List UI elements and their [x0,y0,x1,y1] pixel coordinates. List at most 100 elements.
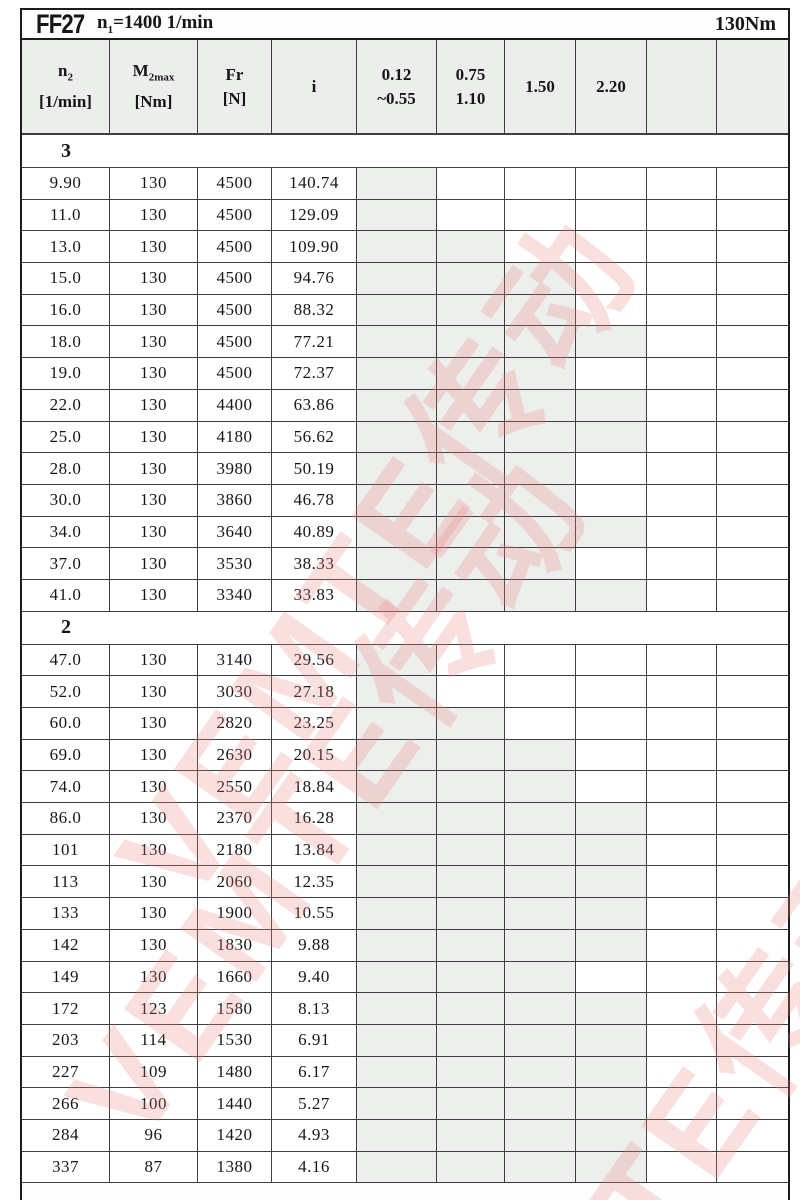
fr-value: 4500 [198,326,272,359]
power-availability-cell [647,676,717,708]
fr-value: 2180 [198,834,272,867]
power-availability-cell-shaded [505,579,576,612]
power-availability-cell-shaded [505,739,576,772]
n2-value: 18.0 [22,326,110,359]
n2-value: 52.0 [22,676,110,708]
power-availability-cell [505,644,576,677]
power-availability-cell-shaded [576,929,647,962]
ratio-value: 140.74 [272,168,357,200]
power-availability-cell-shaded [505,1151,576,1184]
power-availability-cell [717,484,788,517]
power-availability-cell-shaded [357,834,437,867]
fr-value: 1830 [198,929,272,962]
title-bar: FF27 n1=1400 1/min 130Nm [22,9,788,40]
power-availability-cell-shaded [576,421,647,454]
power-availability-cell [437,644,505,677]
power-availability-cell-shaded [576,993,647,1025]
power-availability-cell-shaded [357,326,437,359]
power-availability-cell-shaded [437,834,505,867]
n2-value: 133 [22,898,110,930]
power-availability-cell [717,803,788,835]
power-availability-cell [576,453,647,485]
power-availability-cell-shaded [576,803,647,835]
power-availability-cell [505,199,576,232]
power-availability-cell-shaded [505,1024,576,1057]
table-row: 266 100 1440 5.27 [22,1088,788,1120]
ratio-value: 50.19 [272,453,357,485]
power-availability-cell [717,326,788,359]
n2-value: 37.0 [22,548,110,580]
power-availability-cell [576,708,647,740]
fr-value: 1440 [198,1088,272,1120]
power-availability-cell [647,898,717,930]
n2-value: 74.0 [22,771,110,804]
power-availability-cell [576,358,647,390]
fr-value: 1480 [198,1056,272,1089]
table-row: 41.0 130 3340 33.83 [22,579,788,612]
table-row: 19.0 130 4500 72.37 [22,358,788,390]
power-availability-cell [717,834,788,867]
column-header-row: n2 [1/min] M2max [Nm] Fr [N] i 0.12 ~0.5… [22,40,788,135]
n2-value: 13.0 [22,231,110,264]
power-availability-cell-shaded [357,676,437,708]
power-availability-cell [647,168,717,200]
power-availability-cell [647,516,717,549]
power-availability-cell [576,484,647,517]
ratio-value: 12.35 [272,866,357,899]
power-availability-cell [437,168,505,200]
n2-value: 41.0 [22,579,110,612]
section-label: 2 [61,616,71,639]
power-availability-cell-shaded [357,453,437,485]
power-availability-cell-shaded [437,993,505,1025]
m2max-value: 130 [110,516,198,549]
n2-value: 227 [22,1056,110,1089]
m2max-value: 130 [110,421,198,454]
power-availability-cell [717,866,788,899]
column-header-power-1: 0.12 ~0.55 [357,40,437,135]
power-availability-cell-shaded [437,294,505,327]
torque-rating: 130Nm [714,12,776,35]
power-availability-cell [717,739,788,772]
table-row: 101 130 2180 13.84 [22,834,788,867]
m2max-value: 130 [110,231,198,264]
power-availability-cell [717,1088,788,1120]
power-availability-cell-shaded [505,548,576,580]
table-row: 13.0 130 4500 109.90 [22,231,788,264]
power-availability-cell-shaded [437,231,505,264]
power-availability-cell [717,199,788,232]
next-section-band-partial [22,1183,788,1200]
power-availability-cell [717,1056,788,1089]
power-availability-cell [576,644,647,677]
power-availability-cell [717,929,788,962]
m2max-value: 130 [110,739,198,772]
n2-value: 266 [22,1088,110,1120]
power-availability-cell [576,771,647,804]
fr-value: 3980 [198,453,272,485]
power-availability-cell [647,644,717,677]
power-availability-cell-shaded [357,739,437,772]
power-availability-cell [647,961,717,994]
power-availability-cell [647,834,717,867]
power-availability-cell-shaded [357,263,437,295]
power-availability-cell [576,168,647,200]
power-availability-cell [717,961,788,994]
power-availability-cell-shaded [437,453,505,485]
table-row: 149 130 1660 9.40 [22,961,788,994]
fr-value: 3640 [198,516,272,549]
power-availability-cell-shaded [437,1088,505,1120]
power-availability-cell-shaded [437,803,505,835]
m2max-value: 130 [110,898,198,930]
m2max-value: 96 [110,1119,198,1152]
table-row: 113 130 2060 12.35 [22,866,788,899]
power-availability-cell [647,231,717,264]
ratio-value: 9.88 [272,929,357,962]
power-availability-cell-shaded [357,516,437,549]
ratio-value: 5.27 [272,1088,357,1120]
table-row: 60.0 130 2820 23.25 [22,708,788,740]
power-availability-cell [647,771,717,804]
fr-value: 2630 [198,739,272,772]
column-header-fr: Fr [N] [198,40,272,135]
power-availability-cell [576,231,647,264]
power-availability-cell [717,389,788,422]
power-availability-cell-shaded [357,898,437,930]
